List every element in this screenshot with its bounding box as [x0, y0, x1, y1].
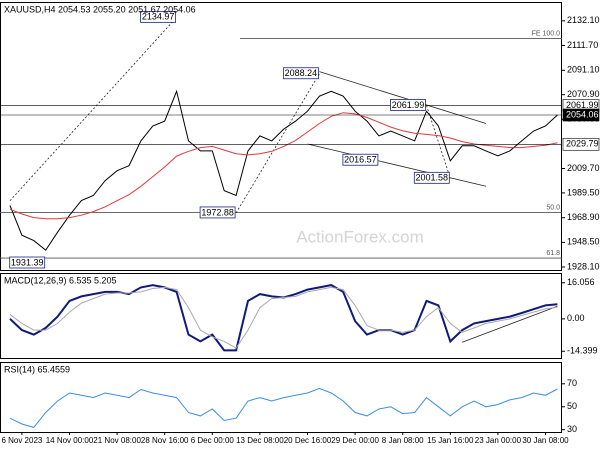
annotation-box [140, 10, 177, 23]
series-line [9, 387, 558, 428]
panel-frame [0, 362, 562, 433]
y-tick-label: 16.056 [567, 277, 595, 287]
series-line [9, 112, 558, 220]
y-tick-label: 70 [567, 378, 577, 388]
series-line [9, 284, 558, 352]
annotation-box [282, 67, 319, 80]
annotation-label: 1972.88 [201, 207, 234, 217]
annotation-box [413, 171, 450, 184]
y-tick-label: 50 [567, 401, 577, 411]
series-line [9, 89, 558, 251]
y-tick-label: 2091.10 [567, 65, 600, 75]
panel-frame [0, 273, 562, 359]
annotation-label: 2016.57 [344, 155, 377, 165]
y-tick-label: 1948.50 [567, 237, 600, 247]
annotation-box [199, 206, 236, 219]
price-tag-label: 2029.79 [566, 139, 599, 149]
y-tick-label: 0.00 [567, 313, 585, 323]
watermark: ActionForex.com [296, 227, 424, 246]
y-tick-label: 1928.10 [567, 261, 600, 271]
x-tick-label: 23 Jan 00:00 [475, 436, 522, 445]
y-tick-label: 2070.90 [567, 89, 600, 99]
x-tick-label: 13 Dec 08:00 [236, 436, 284, 445]
x-tick-label: 14 Nov 00:00 [46, 436, 94, 445]
trend-line [462, 305, 558, 343]
trend-line [235, 73, 320, 214]
x-tick-label: 30 Jan 08:00 [522, 436, 569, 445]
trend-line [307, 143, 487, 187]
y-tick-label: -14.399 [567, 346, 598, 356]
x-tick-label: 6 Dec 00:00 [191, 436, 235, 445]
series-line [9, 286, 558, 349]
x-tick-label: 6 Nov 2023 [1, 436, 42, 445]
x-tick-label: 8 Jan 08:00 [382, 436, 424, 445]
y-tick-label: 2009.70 [567, 163, 600, 173]
y-tick-label: 1989.50 [567, 187, 600, 197]
panel-title: RSI(14) 65.4559 [4, 364, 70, 374]
panel-title: XAUUSD,H4 2054.53 2055.20 2051.67 2054.0… [4, 4, 196, 14]
trend-line [9, 17, 177, 202]
level-label: 50.0 [546, 204, 560, 211]
x-tick-label: 28 Nov 16:00 [141, 436, 189, 445]
trend-line [426, 105, 451, 179]
annotation-label: 1931.39 [11, 257, 44, 267]
annotation-label: 2001.58 [416, 173, 449, 183]
x-tick-label: 29 Dec 00:00 [331, 436, 379, 445]
x-tick-label: 15 Jan 16:00 [427, 436, 474, 445]
panel-title: MACD(12,26,9) 6.535 5.205 [4, 275, 117, 285]
annotation-label: 2134.97 [142, 12, 175, 22]
annotation-box [342, 153, 379, 166]
y-tick-label: 30 [567, 424, 577, 434]
level-label: 61.8 [546, 250, 560, 257]
level-label: FE 100.0 [532, 30, 561, 37]
y-tick-label: 2132.10 [567, 15, 600, 25]
y-tick-label: 2111.70 [567, 40, 598, 50]
price-tag-label: 2054.06 [566, 109, 599, 119]
price-tag [562, 108, 600, 122]
annotation-box [390, 99, 426, 111]
panel-frame [0, 2, 562, 271]
annotation-label: 2061.99 [392, 100, 425, 110]
y-tick-label: 1968.90 [567, 212, 600, 222]
price-tag [562, 137, 600, 151]
x-tick-label: 21 Nov 08:00 [93, 436, 141, 445]
annotation-box [9, 256, 46, 269]
price-tag-label: 2061.99 [566, 100, 599, 110]
annotation-label: 2088.24 [285, 68, 318, 78]
x-tick-label: 20 Dec 16:00 [284, 436, 332, 445]
